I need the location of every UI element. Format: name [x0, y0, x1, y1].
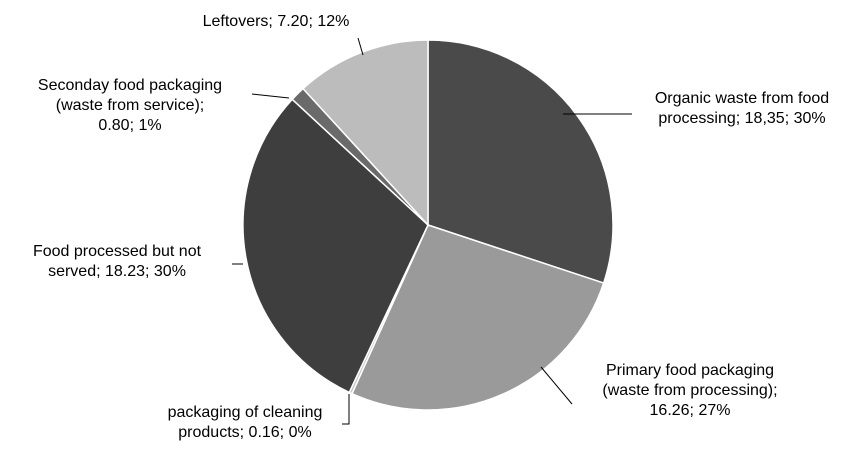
leader-line-5: [251, 93, 290, 99]
leader-line-2: [540, 366, 573, 405]
data-label-line: 16.26; 27%: [650, 402, 731, 419]
data-label-5: Seconday food packaging (waste from servi…: [38, 77, 222, 134]
data-label-line: served; 18.23; 30%: [48, 263, 186, 280]
pie-slice-4: [242, 98, 429, 394]
pie-slice-2: [351, 224, 605, 411]
data-label-line: Leftovers; 7.20; 12%: [203, 13, 350, 30]
data-label-line: Primary food packaging: [606, 362, 774, 379]
data-labels: Organic waste from food processing; 18,35…: [33, 13, 829, 441]
data-label-1: Organic waste from food processing; 18,35…: [655, 90, 829, 127]
data-label-line: products; 0.16; 0%: [178, 424, 311, 441]
data-label-line: (waste from service);: [56, 97, 204, 114]
data-label-line: (waste from processing);: [602, 382, 777, 399]
data-label-line: packaging of cleaning: [168, 404, 323, 421]
data-label-2: Primary food packaging (waste from proces…: [602, 362, 777, 419]
data-label-3: packaging of cleaning products; 0.16; 0%: [168, 404, 323, 441]
data-label-4: Food processed but not served; 18.23; 30%: [33, 243, 202, 280]
data-label-line: processing; 18,35; 30%: [658, 110, 825, 127]
data-label-6: Leftovers; 7.20; 12%: [203, 13, 350, 30]
pie-slices: [242, 39, 614, 411]
leader-line-3: [342, 394, 350, 425]
leader-line-6: [357, 37, 364, 56]
data-label-line: Food processed but not: [33, 243, 202, 260]
data-label-line: 0.80; 1%: [98, 117, 161, 134]
pie-slice-1: [427, 39, 614, 285]
data-label-line: Organic waste from food: [655, 90, 829, 107]
data-label-line: Seconday food packaging: [38, 77, 222, 94]
pie-slice-6: [301, 39, 429, 227]
leader-lines: [232, 37, 632, 425]
